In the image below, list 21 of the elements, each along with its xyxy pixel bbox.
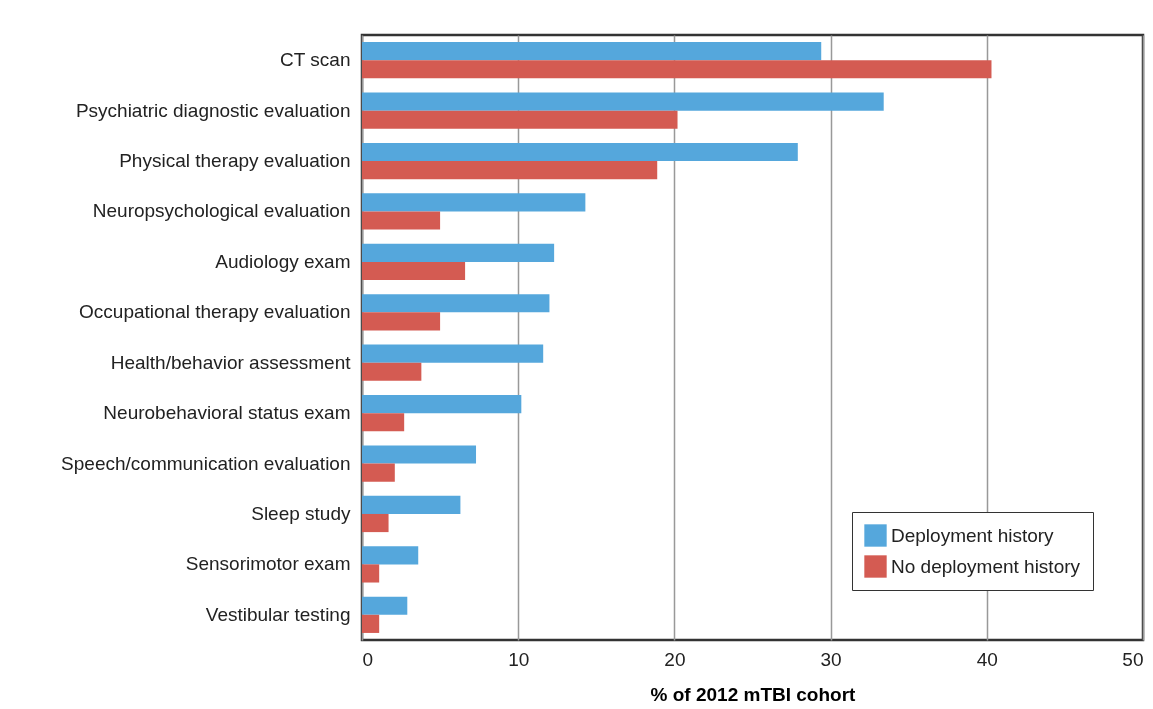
y-tick-label: Speech/communication evaluation [61, 452, 351, 474]
x-tick-label: 10 [508, 648, 530, 670]
y-tick-label: Physical therapy evaluation [119, 150, 351, 172]
x-tick-label: 40 [976, 648, 998, 670]
x-tick-label: 20 [664, 648, 686, 670]
y-tick-label: Sensorimotor exam [185, 553, 351, 575]
y-tick-label: Health/behavior assessment [110, 351, 352, 373]
legend-label: No deployment history [891, 555, 1081, 577]
x-axis-title: % of 2012 mTBI cohort [650, 683, 857, 705]
legend-label: Deployment history [891, 524, 1055, 546]
y-tick-label: Audiology exam [215, 250, 351, 272]
y-tick-label: CT scan [280, 49, 351, 71]
y-tick-label: Neurobehavioral status exam [103, 402, 351, 424]
x-tick-label: 50 [1122, 648, 1144, 670]
y-tick-label: Occupational therapy evaluation [79, 301, 351, 323]
y-tick-label: Vestibular testing [205, 603, 351, 625]
x-tick-label: 0 [362, 648, 374, 670]
x-tick-label: 30 [820, 648, 842, 670]
y-tick-label: Psychiatric diagnostic evaluation [75, 99, 351, 121]
y-tick-label: Sleep study [251, 502, 351, 524]
y-tick-label: Neuropsychological evaluation [92, 200, 351, 222]
